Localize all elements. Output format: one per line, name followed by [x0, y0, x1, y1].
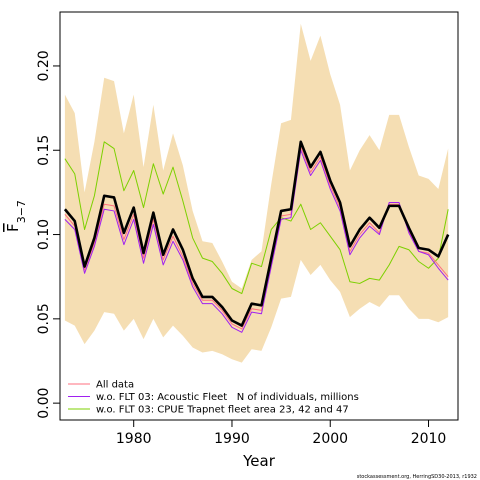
legend-label: All data	[96, 380, 134, 391]
axes-layer: 1980 1990 2000 2010 0.00 0.05 0.10 0.15 0.20 Year…	[4, 11, 459, 470]
y-tick-label: 0.10	[36, 219, 52, 250]
series-line-main-estimate	[63, 140, 450, 327]
y-tick-label: 0.00	[36, 388, 52, 419]
series-line-3	[64, 141, 449, 295]
series-layer	[63, 140, 450, 333]
legend-label: w.o. FLT 03: CPUE Trapnet fleet area 23,…	[96, 405, 349, 416]
y-tick-label: 0.15	[36, 135, 52, 166]
y-tick-label: 0.20	[36, 50, 52, 81]
y-axis-title-subscript: 3−7	[15, 200, 28, 223]
y-axis-title-main: F	[4, 223, 22, 232]
y-axis-title: F3−7	[4, 200, 28, 232]
plot-frame	[59, 11, 459, 421]
x-tick-label: 2010	[411, 431, 447, 447]
legend-label: w.o. FLT 03: Acoustic Fleet N of individ…	[96, 392, 359, 403]
x-tick-label: 2000	[312, 431, 348, 447]
credit-text: stockassessment.org, HerringSD30-2013, r…	[357, 474, 477, 480]
x-tick-label: 1990	[214, 431, 250, 447]
x-tick-label: 1980	[116, 431, 152, 447]
confidence-band-layer	[64, 23, 449, 363]
y-tick-label: 0.05	[36, 303, 52, 334]
x-axis-title: Year	[242, 452, 276, 470]
confidence-band	[64, 23, 449, 363]
